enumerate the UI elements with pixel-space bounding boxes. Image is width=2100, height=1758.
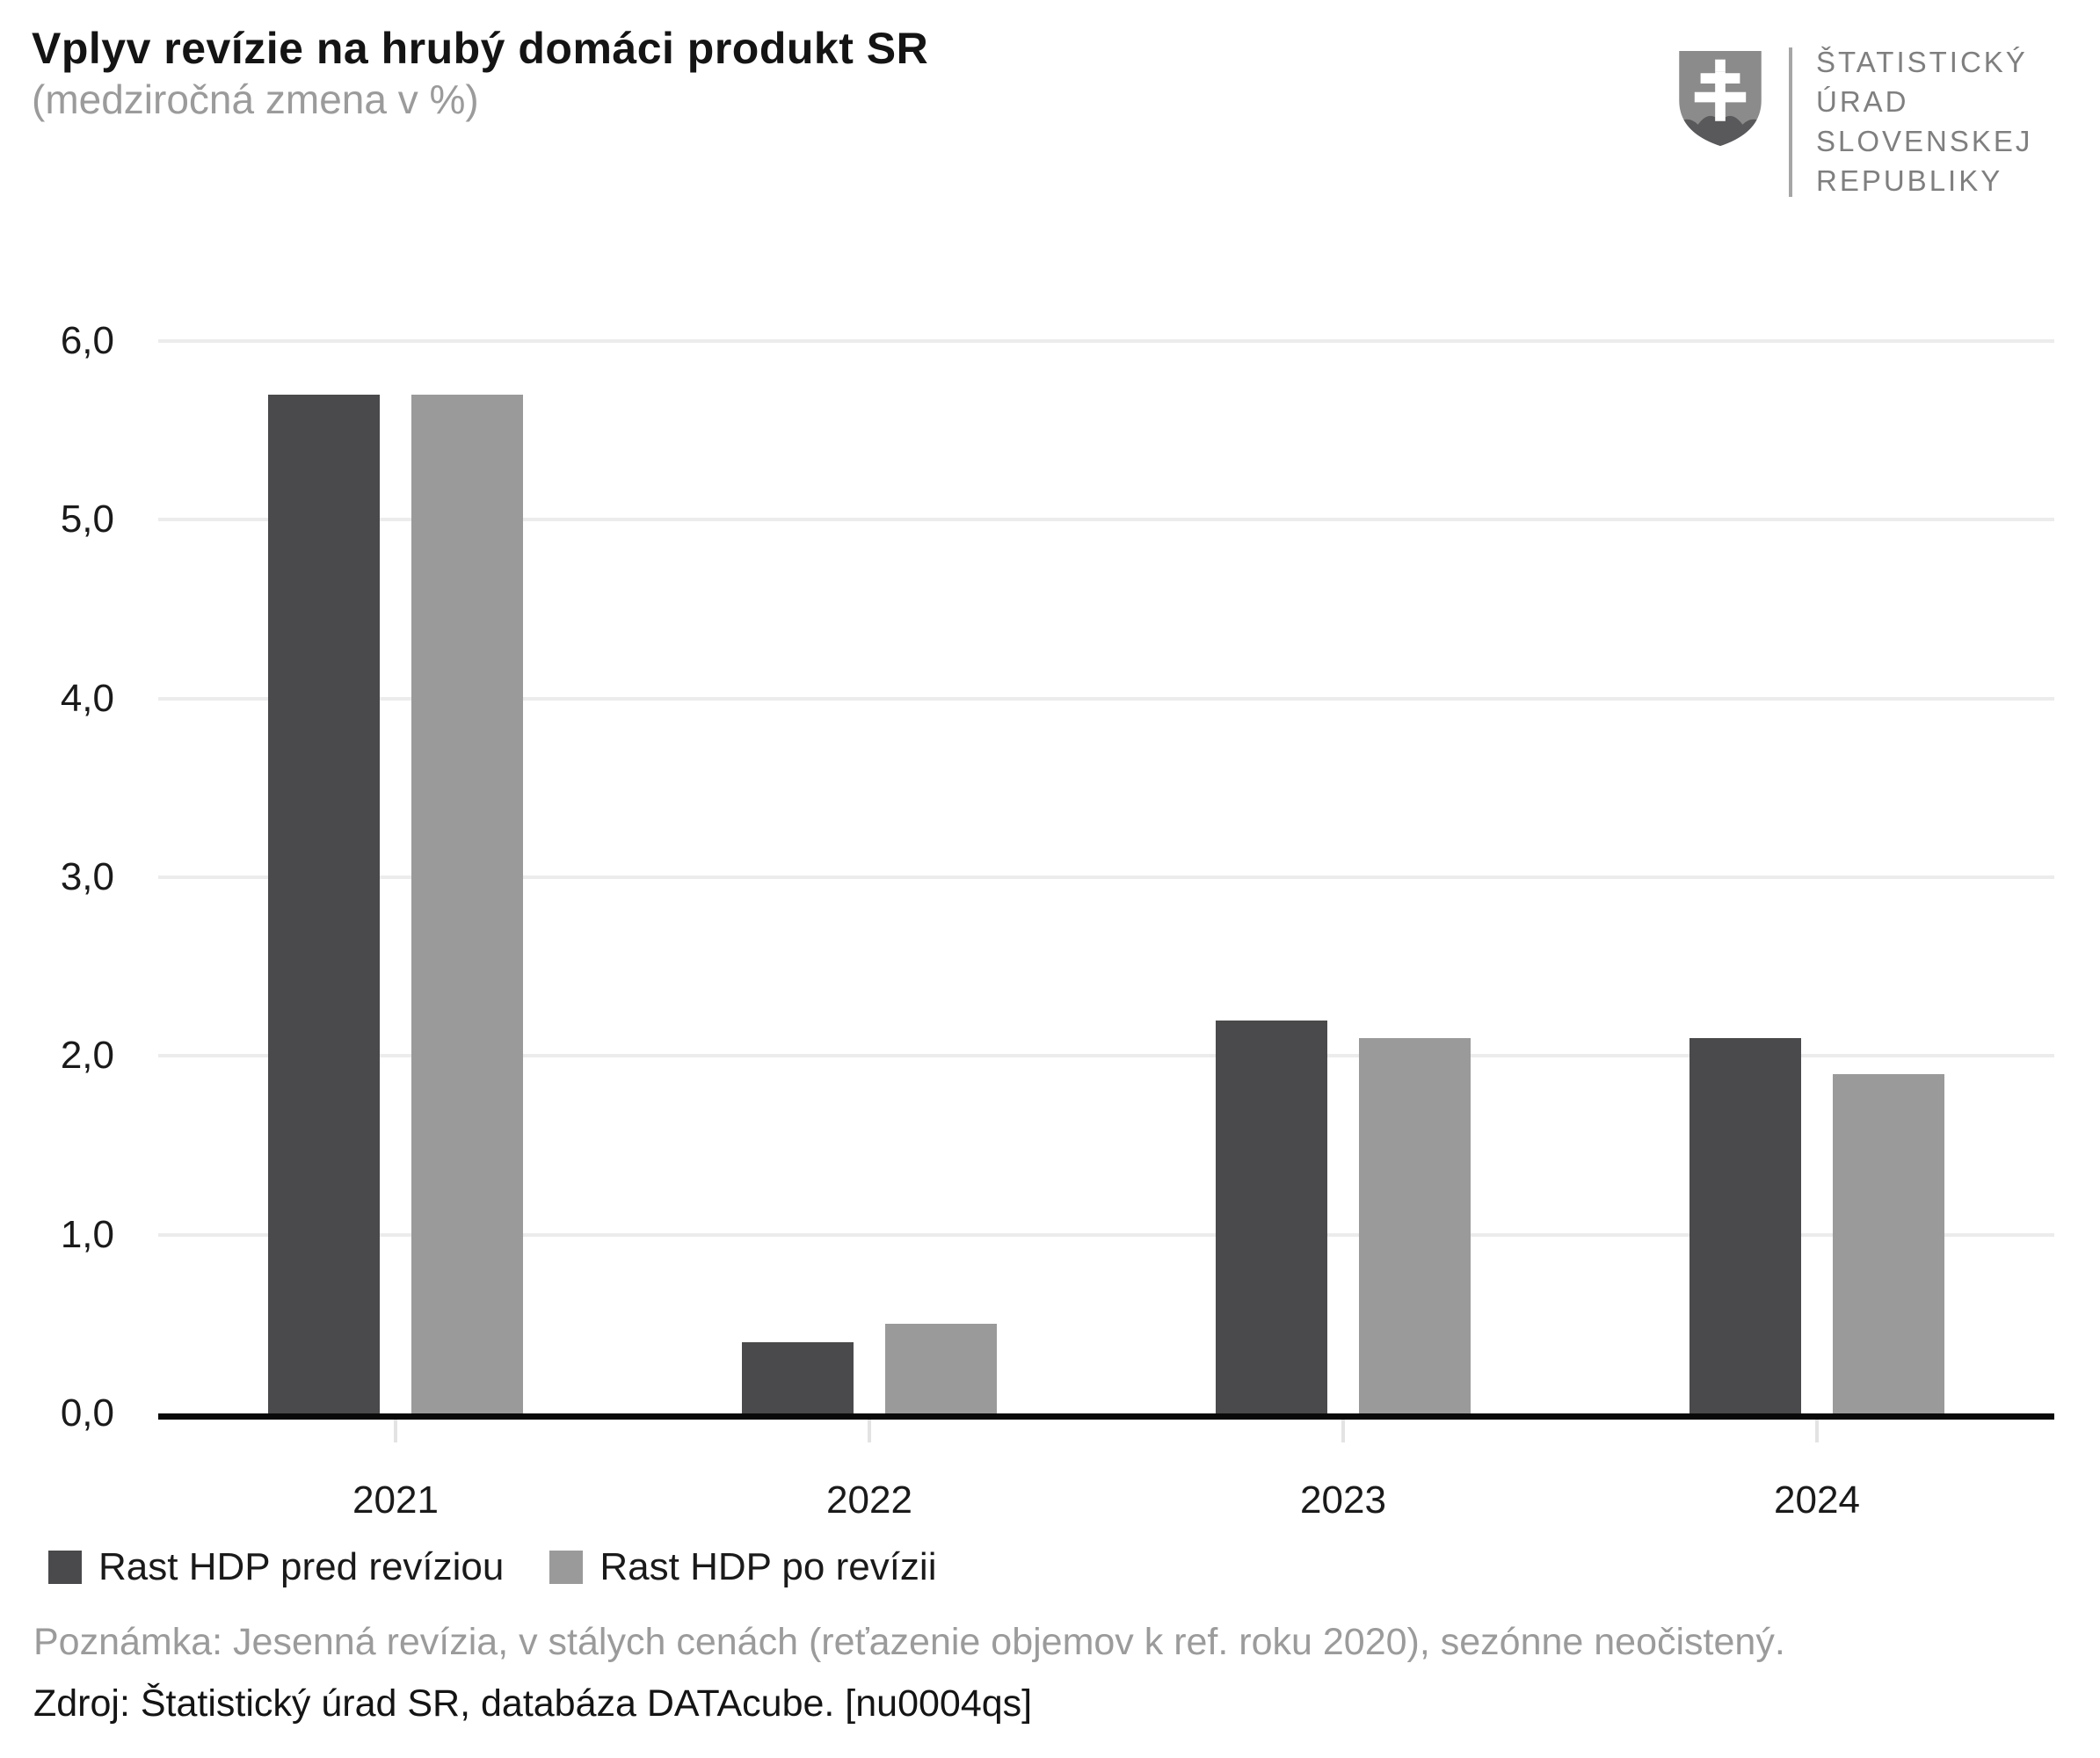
- x-axis-line: [158, 1413, 2054, 1420]
- legend-item-po-revizii: Rast HDP po revízii: [549, 1548, 936, 1587]
- bar-2024-po-revizii: [1833, 1074, 1944, 1413]
- gridline-6-0: [158, 339, 2054, 343]
- logo-org-name-line: REPUBLIKY: [1816, 164, 2003, 197]
- x-axis-label-2023: 2023: [1300, 1478, 1386, 1522]
- footer-note: Poznámka: Jesenná revízia, v stálych cen…: [33, 1621, 1785, 1663]
- bar-2022-pred-reviziou: [742, 1342, 854, 1413]
- legend-item-pred-reviziou: Rast HDP pred revíziou: [48, 1548, 504, 1587]
- x-axis-tick-2023: [1341, 1420, 1345, 1442]
- gridline-1-0: [158, 1232, 2054, 1237]
- y-axis-label: 5,0: [60, 498, 114, 541]
- gridline-2-0: [158, 1054, 2054, 1058]
- y-axis-label: 2,0: [60, 1034, 114, 1078]
- logo-org-name-line: SLOVENSKEJ: [1816, 125, 2033, 157]
- bar-2022-po-revizii: [885, 1324, 997, 1413]
- gridline-5-0: [158, 518, 2054, 522]
- y-axis-label: 0,0: [60, 1391, 114, 1435]
- logo-org-name-line: ŠTATISTICKÝ: [1816, 46, 2028, 78]
- x-axis-label-2021: 2021: [352, 1478, 439, 1522]
- bar-2024-pred-reviziou: [1689, 1038, 1801, 1413]
- x-axis-tick-2024: [1815, 1420, 1819, 1442]
- legend-swatch-po-revizii: [549, 1551, 584, 1584]
- y-axis-label: 3,0: [60, 855, 114, 898]
- bar-2023-pred-reviziou: [1216, 1021, 1327, 1413]
- slovak-coat-of-arms-icon: [1679, 50, 1762, 147]
- bar-2023-po-revizii: [1359, 1038, 1471, 1413]
- x-axis-tick-2022: [868, 1420, 871, 1442]
- page-title: Vplyv revízie na hrubý domáci produkt SR: [32, 24, 929, 73]
- x-axis-tick-2021: [394, 1420, 397, 1442]
- logo-divider: [1789, 47, 1792, 197]
- gridline-3-0: [158, 875, 2054, 879]
- x-axis-label-2024: 2024: [1774, 1478, 1860, 1522]
- legend-swatch-pred-reviziou: [48, 1551, 82, 1584]
- chart-legend: Rast HDP pred revíziou Rast HDP po revíz…: [48, 1548, 936, 1587]
- legend-label-po-revizii: Rast HDP po revízii: [599, 1545, 937, 1588]
- statistical-office-logo: ŠTATISTICKÝ ÚRAD SLOVENSKEJ REPUBLIKY: [1677, 35, 2082, 211]
- y-axis-label: 6,0: [60, 319, 114, 362]
- page-subtitle: (medziročná zmena v %): [32, 76, 479, 122]
- footer-source: Zdroj: Štatistický úrad SR, databáza DAT…: [33, 1682, 1033, 1725]
- bar-2021-pred-reviziou: [268, 395, 380, 1413]
- logo-org-name: ŠTATISTICKÝ ÚRAD SLOVENSKEJ REPUBLIKY: [1816, 42, 2032, 200]
- legend-label-pred-reviziou: Rast HDP pred revíziou: [98, 1545, 505, 1588]
- y-axis-label: 1,0: [60, 1212, 114, 1256]
- x-axis-label-2022: 2022: [826, 1478, 912, 1522]
- y-axis-label: 4,0: [60, 676, 114, 720]
- gridline-4-0: [158, 696, 2054, 701]
- logo-org-name-line: ÚRAD: [1816, 85, 1909, 118]
- bar-2021-po-revizii: [411, 395, 523, 1413]
